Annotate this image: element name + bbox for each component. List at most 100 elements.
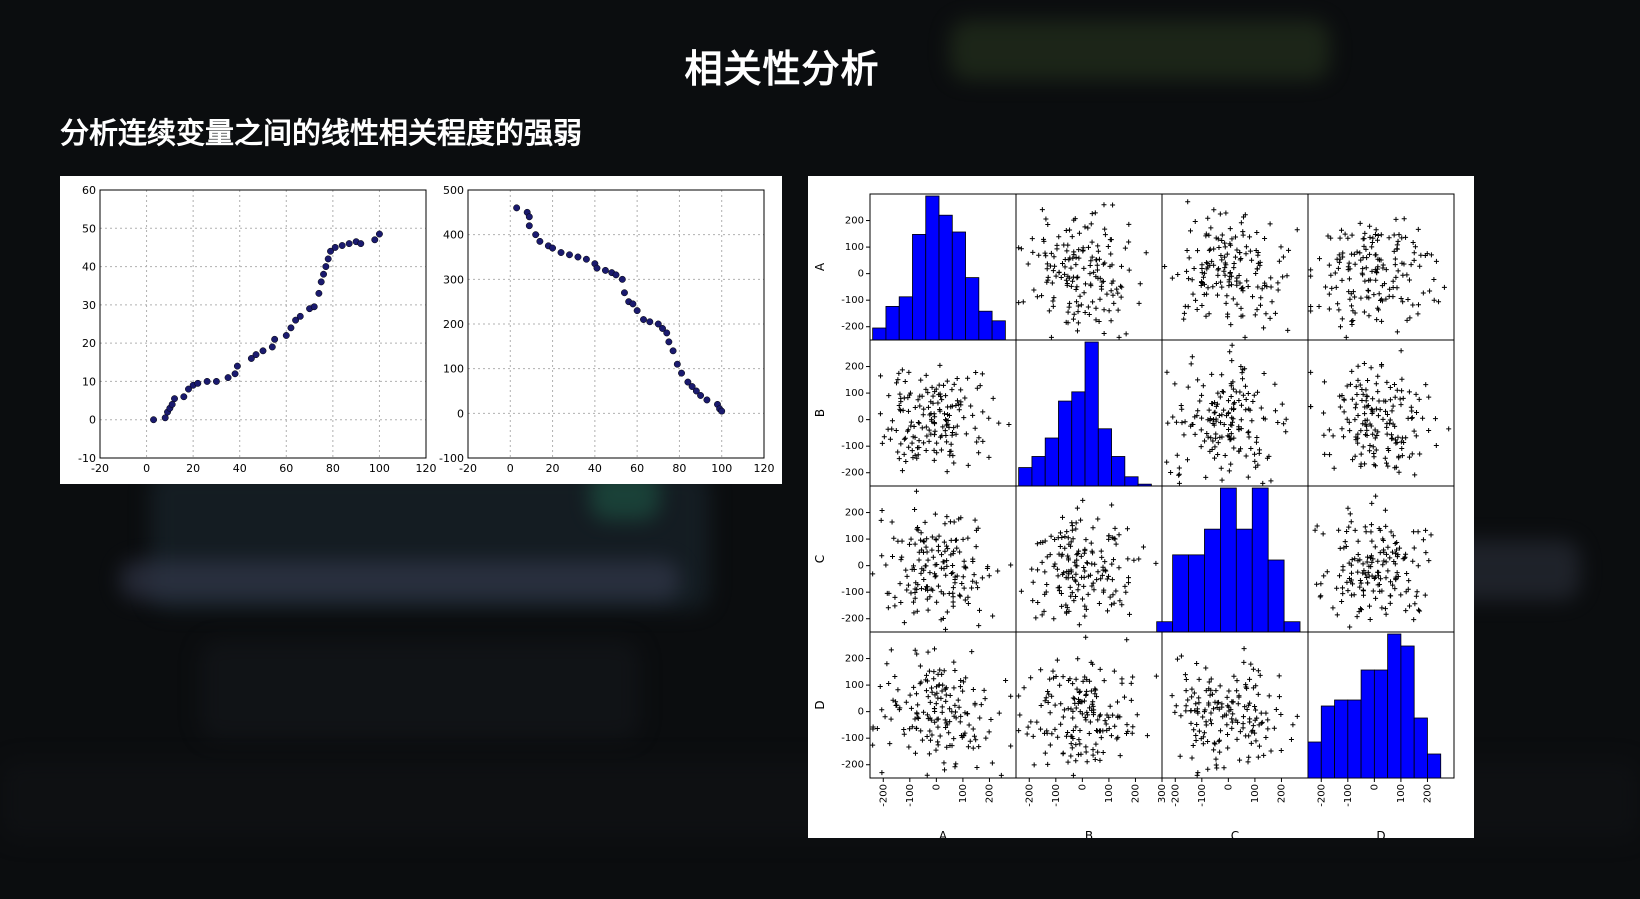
scatter-marker [961,558,967,564]
scatter-marker [1411,428,1417,434]
scatter-marker [1050,298,1056,304]
scatter-marker [1369,500,1375,506]
scatter-marker [1367,234,1373,240]
scatter-marker [952,764,958,770]
scatter-marker [913,488,919,494]
scatter-marker [1228,282,1234,288]
scatter-marker [1362,411,1368,417]
scatter-marker [943,724,949,730]
matrix-y-tick-label: -200 [841,322,864,333]
scatter-marker [921,406,927,412]
scatter-marker [1085,244,1091,250]
scatter-marker [1389,435,1395,441]
scatter-marker [1420,537,1426,543]
scatter-marker [923,544,929,550]
scatter-marker [1261,752,1267,758]
scatter-marker [1228,383,1234,389]
scatter-marker [1237,729,1243,735]
matrix-cell-B-C [1161,339,1309,487]
scatter-marker [1102,226,1108,232]
scatter-marker [1272,381,1278,387]
scatter-marker [1340,567,1346,573]
scatter-marker [1095,275,1101,281]
scatter-marker [929,732,935,738]
scatter-marker [934,440,940,446]
scatter-marker [1106,726,1112,732]
scatter-marker [912,750,918,756]
scatter-marker [1360,421,1366,427]
scatter-marker [1080,245,1086,251]
scatter-marker [889,418,895,424]
y-tick-label: 300 [443,273,464,286]
scatter-marker [1409,451,1415,457]
data-point [640,316,647,323]
matrix-y-tick-label: 100 [845,388,864,399]
scatter-marker [1076,622,1082,628]
scatter-marker [1391,248,1397,254]
scatter-marker [1087,271,1093,277]
scatter-marker [912,586,918,592]
scatter-marker [940,616,946,622]
scatter-matrix-svg: -200-1000100200A-200-1000100200B-200-100… [813,193,1455,838]
scatter-marker [1064,280,1070,286]
scatter-marker [1108,288,1114,294]
scatter-marker [981,687,987,693]
scatter-marker [916,549,922,555]
scatter-marker [1083,634,1089,640]
scatter-marker [931,669,937,675]
scatter-marker [928,685,934,691]
scatter-marker [937,391,943,397]
scatter-marker [1308,404,1314,410]
scatter-marker [1222,712,1228,718]
matrix-cell-D-A [869,631,1017,779]
scatter-marker [879,553,885,559]
scatter-marker [1186,276,1192,282]
scatter-marker [1406,389,1412,395]
scatter-marker [1383,611,1389,617]
scatter-marker [1417,608,1423,614]
scatter-marker [1345,505,1351,511]
scatter-marker [905,582,911,588]
scatter-marker [1100,564,1106,570]
scatter-marker [1268,284,1274,290]
scatter-marker [1090,525,1096,531]
scatter-marker [1326,306,1332,312]
scatter-marker [916,420,922,426]
scatter-marker [1205,215,1211,221]
scatter-marker [1228,431,1234,437]
matrix-x-tick-label: -100 [1051,784,1062,807]
scatter-marker [1059,603,1065,609]
scatter-marker [1248,740,1254,746]
scatter-marker [1068,741,1074,747]
scatter-marker [935,742,941,748]
scatter-marker [1245,284,1251,290]
scatter-marker [1416,607,1422,613]
scatter-marker [1070,278,1076,284]
scatter-marker [877,411,883,417]
scatter-marker [1279,401,1285,407]
scatter-marker [1230,379,1236,385]
matrix-x-tick-label: -100 [1197,784,1208,807]
scatter-marker [1082,568,1088,574]
scatter-marker [935,739,941,745]
scatter-marker [883,562,889,568]
scatter-marker [1397,396,1403,402]
scatter-marker [905,408,911,414]
scatter-marker [1042,750,1048,756]
scatter-marker [1363,265,1369,271]
scatter-marker [1354,392,1360,398]
scatter-marker [1195,770,1201,776]
scatter-marker [1124,526,1130,532]
scatter-marker [979,575,985,581]
scatter-marker [1375,413,1381,419]
scatter-marker [898,408,904,414]
scatter-marker [1068,753,1074,759]
scatter-marker [1280,254,1286,260]
scatter-marker [1088,688,1094,694]
scatter-marker [1056,234,1062,240]
scatter-marker [1050,268,1056,274]
scatter-marker [950,570,956,576]
scatter-marker [1127,611,1133,617]
scatter-marker [1098,548,1104,554]
scatter-marker [951,548,957,554]
